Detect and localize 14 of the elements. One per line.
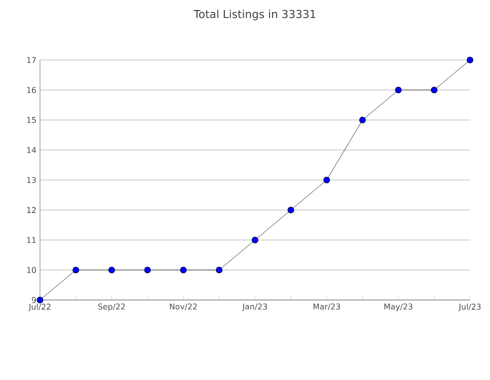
point xyxy=(288,206,294,214)
point xyxy=(36,296,44,304)
point xyxy=(430,86,438,94)
point xyxy=(144,266,151,274)
point xyxy=(323,176,330,184)
point xyxy=(252,236,258,244)
point xyxy=(359,116,366,124)
point xyxy=(180,266,187,274)
chart-title: Total Listings in 33331 xyxy=(194,10,316,20)
point xyxy=(216,266,222,274)
point xyxy=(108,266,115,274)
point xyxy=(72,266,80,274)
point xyxy=(466,56,474,64)
point xyxy=(395,86,402,94)
